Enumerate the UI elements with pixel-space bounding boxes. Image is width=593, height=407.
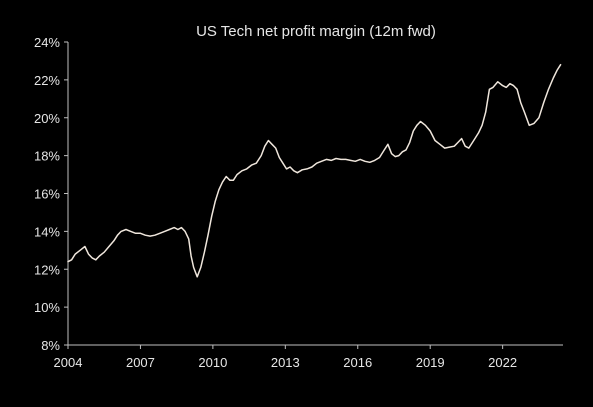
y-tick-label: 12% <box>34 262 60 277</box>
x-tick-label: 2022 <box>488 355 517 370</box>
chart-title: US Tech net profit margin (12m fwd) <box>196 23 436 40</box>
y-tick-label: 16% <box>34 187 60 202</box>
x-tick-label: 2016 <box>343 355 372 370</box>
y-tick-label: 10% <box>34 300 60 315</box>
y-tick-label: 18% <box>34 149 60 164</box>
y-tick-label: 8% <box>41 338 60 353</box>
x-tick-label: 2019 <box>416 355 445 370</box>
x-tick-label: 2013 <box>271 355 300 370</box>
y-tick-label: 24% <box>34 35 60 50</box>
y-tick-label: 14% <box>34 224 60 239</box>
x-tick-label: 2004 <box>54 355 83 370</box>
x-tick-label: 2010 <box>198 355 227 370</box>
x-tick-label: 2007 <box>126 355 155 370</box>
y-tick-label: 22% <box>34 73 60 88</box>
y-axis-ticks: 8% 10% 12% 14% 16% 18% 20% 22% 24% <box>34 35 68 353</box>
net-profit-margin-line <box>67 63 562 278</box>
x-axis-ticks: 2004 2007 2010 2013 2016 2019 2022 <box>54 345 517 370</box>
y-tick-label: 20% <box>34 111 60 126</box>
